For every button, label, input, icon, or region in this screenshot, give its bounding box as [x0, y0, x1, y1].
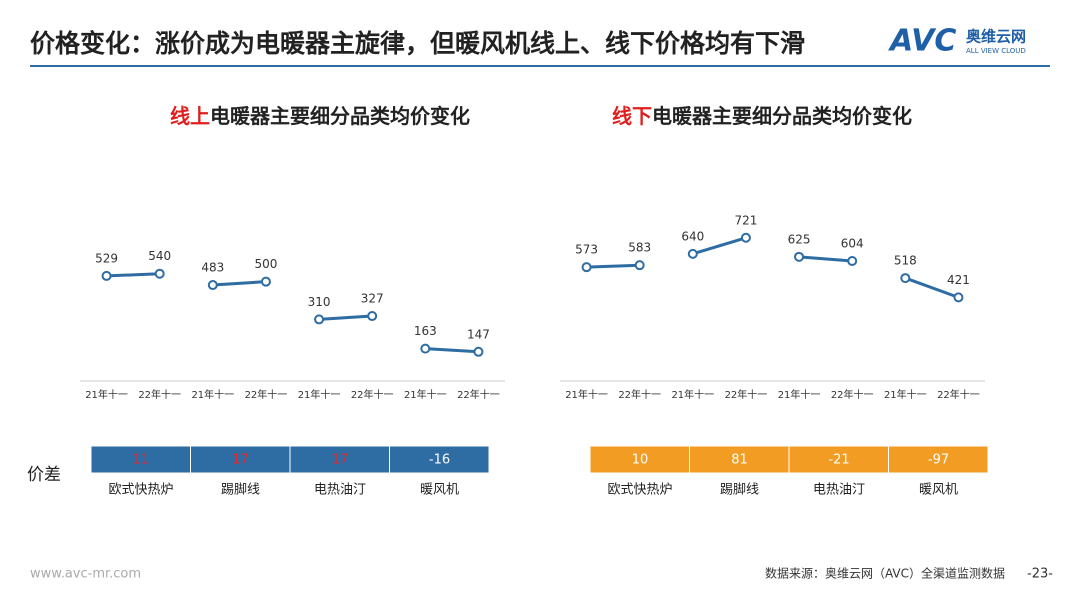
price-line: [318, 314, 373, 321]
diff-value: 11: [133, 453, 150, 468]
price-line: [106, 272, 160, 278]
price-point: [207, 280, 218, 291]
x-tick-label: 21年十一: [404, 388, 447, 401]
x-tick-label: 22年十一: [618, 388, 661, 401]
chart-title: 线上电暖器主要细分品类均价变化: [170, 104, 470, 128]
x-tick-label: 22年十一: [351, 388, 394, 401]
price-point: [154, 268, 165, 279]
data-label: 500: [254, 257, 277, 271]
price-point: [260, 276, 271, 287]
price-line: [586, 263, 640, 269]
data-label: 583: [628, 241, 651, 255]
price-point: [101, 270, 112, 281]
diff-value: 10: [632, 453, 649, 468]
diff-box: [589, 445, 690, 474]
price-point: [900, 273, 911, 284]
x-tick-label: 21年十一: [565, 388, 608, 401]
price-point: [581, 262, 592, 273]
price-line: [212, 280, 267, 287]
category-label: 欧式快热炉: [108, 483, 173, 498]
price-point: [847, 256, 858, 267]
diff-value: 17: [332, 453, 349, 468]
price-point: [740, 232, 751, 243]
x-tick-label: 21年十一: [884, 388, 927, 401]
price-point: [794, 251, 805, 262]
x-tick-label: 21年十一: [191, 388, 234, 401]
x-tick-label: 22年十一: [725, 388, 768, 401]
data-label: 573: [575, 243, 598, 257]
chart-title-prefix: 线下: [612, 104, 652, 128]
price-point: [314, 314, 325, 325]
data-label: 310: [308, 295, 331, 309]
x-tick-label: 21年十一: [671, 388, 714, 401]
price-line: [692, 236, 747, 256]
category-label: 踢脚线: [221, 482, 260, 498]
slide-title: 价格变化：涨价成为电暖器主旋律，但暖风机线上、线下价格均有下滑: [30, 29, 805, 58]
price-point: [953, 292, 964, 303]
data-label: 604: [841, 237, 864, 251]
category-label: 暖风机: [919, 483, 958, 498]
price-point: [687, 248, 698, 259]
price-line: [904, 276, 959, 299]
x-tick-label: 22年十一: [831, 388, 874, 401]
x-tick-label: 21年十一: [298, 388, 341, 401]
price-line: [425, 347, 479, 354]
data-label: 529: [95, 251, 118, 265]
x-tick-label: 22年十一: [457, 388, 500, 401]
data-label: 147: [467, 327, 490, 341]
diff-value: -21: [828, 453, 849, 468]
diff-box: [389, 445, 490, 474]
logo-sub: ALL VIEW CLOUD: [966, 47, 1026, 55]
chart-title-text: 电暖器主要细分品类均价变化: [210, 104, 470, 128]
data-label: 721: [734, 213, 757, 227]
diff-box: [190, 445, 291, 474]
page-number: -23-: [1027, 567, 1053, 582]
x-tick-label: 22年十一: [937, 388, 980, 401]
price-point: [367, 311, 378, 322]
diff-value: 81: [731, 453, 748, 468]
price-point: [420, 343, 431, 354]
chart-title: 线下电暖器主要细分品类均价变化: [612, 104, 912, 128]
diff-label: 价差: [27, 465, 61, 485]
data-label: 327: [361, 292, 384, 306]
footer-source: 数据来源：奥维云网（AVC）全渠道监测数据: [765, 566, 1005, 581]
data-label: 625: [788, 232, 811, 246]
chart-title-text: 电暖器主要细分品类均价变化: [652, 104, 912, 128]
logo-name: 奥维云网: [966, 28, 1026, 46]
diff-box: [888, 445, 989, 474]
price-line: [798, 255, 853, 263]
diff-box: [289, 445, 390, 474]
price-point: [634, 260, 645, 271]
x-tick-label: 22年十一: [245, 388, 288, 401]
data-label: 640: [681, 229, 704, 243]
x-tick-label: 21年十一: [778, 388, 821, 401]
diff-value: -16: [429, 453, 450, 468]
category-label: 踢脚线: [720, 482, 759, 498]
category-label: 暖风机: [420, 483, 459, 498]
data-label: 163: [414, 324, 437, 338]
data-label: 540: [148, 249, 171, 263]
diff-value: -97: [928, 453, 949, 468]
x-tick-label: 22年十一: [138, 388, 181, 401]
diff-value: 17: [232, 453, 249, 468]
category-label: 电热油汀: [813, 483, 865, 498]
data-label: 518: [894, 254, 917, 268]
data-label: 421: [947, 273, 970, 287]
footer-url: www.avc-mr.com: [30, 567, 141, 582]
chart-title-prefix: 线上: [170, 104, 210, 128]
category-label: 电热油汀: [314, 483, 366, 498]
price-point: [473, 346, 484, 357]
x-tick-label: 21年十一: [85, 388, 128, 401]
category-label: 欧式快热炉: [607, 483, 672, 498]
diff-box: [689, 445, 790, 474]
logo-mark: AVC: [888, 24, 956, 59]
data-label: 483: [201, 261, 224, 275]
